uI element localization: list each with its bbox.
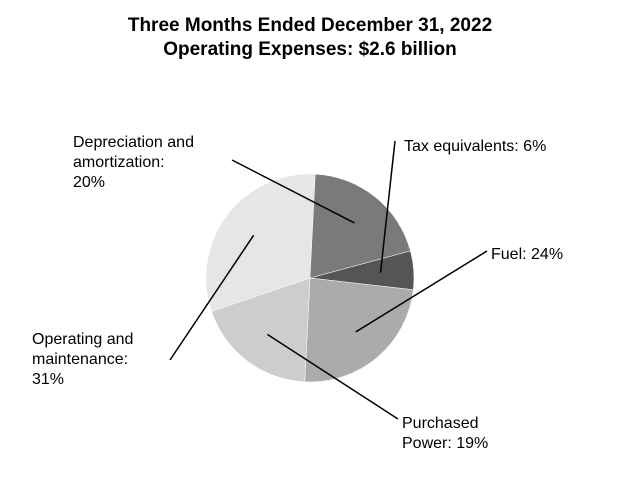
slice-label-0: Tax equivalents: 6%	[404, 138, 546, 155]
chart-title-block: Three Months Ended December 31, 2022 Ope…	[0, 14, 620, 62]
slice-label-3: Operating and maintenance: 31%	[32, 331, 133, 388]
slice-label-line: maintenance:	[32, 351, 128, 368]
leader-line-0	[379, 140, 396, 273]
pie-slice-2	[211, 277, 311, 383]
slice-label-line: Depreciation and	[73, 134, 194, 151]
chart-subtitle: Operating Expenses: $2.6 billion	[163, 39, 457, 60]
leader-line-3	[169, 234, 255, 361]
slice-label-2: Purchased Power: 19%	[402, 415, 488, 452]
slice-label-4: Depreciation and amortization: 20%	[73, 134, 194, 191]
slice-labels: Tax equivalents: 6% Fuel: 24% Purchased Pow…	[32, 134, 563, 452]
pie-slice-4	[309, 173, 411, 279]
chart-title: Three Months Ended December 31, 2022	[127, 15, 493, 36]
pie-slice-3	[205, 173, 316, 312]
pie-slices	[205, 173, 415, 383]
leader-line-1	[355, 250, 488, 333]
slice-label-line: Purchased	[402, 415, 479, 432]
leader-line-2	[266, 333, 399, 420]
slice-label-line: 31%	[32, 371, 64, 388]
leader-lines	[169, 140, 488, 420]
slice-label-line: Power: 19%	[402, 435, 488, 452]
slice-label-line: Tax equivalents: 6%	[404, 138, 546, 155]
slice-label-1: Fuel: 24%	[491, 246, 563, 263]
slice-label-line: amortization:	[73, 154, 165, 171]
slice-label-line: Operating and	[32, 331, 133, 348]
leader-line-4	[231, 159, 355, 224]
slice-label-line: 20%	[73, 174, 105, 191]
slice-label-line: Fuel: 24%	[491, 246, 563, 263]
